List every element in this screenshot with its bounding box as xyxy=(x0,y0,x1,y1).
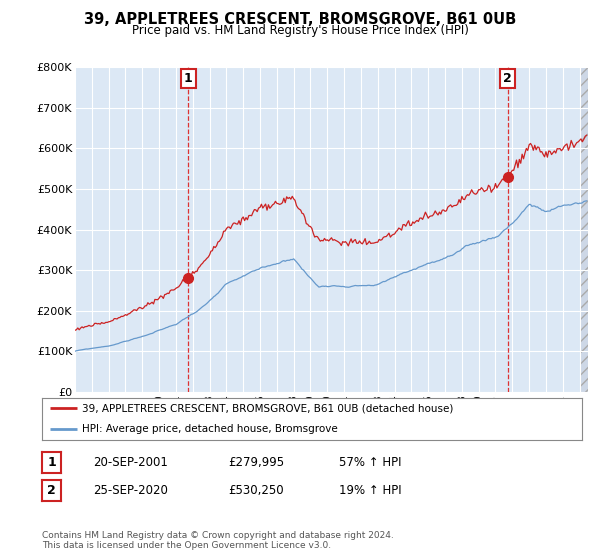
Text: £530,250: £530,250 xyxy=(228,484,284,497)
Bar xyxy=(580,67,588,392)
Text: Price paid vs. HM Land Registry's House Price Index (HPI): Price paid vs. HM Land Registry's House … xyxy=(131,24,469,37)
Text: 19% ↑ HPI: 19% ↑ HPI xyxy=(339,484,401,497)
Text: HPI: Average price, detached house, Bromsgrove: HPI: Average price, detached house, Brom… xyxy=(83,424,338,434)
Text: 39, APPLETREES CRESCENT, BROMSGROVE, B61 0UB (detached house): 39, APPLETREES CRESCENT, BROMSGROVE, B61… xyxy=(83,403,454,413)
Text: 2: 2 xyxy=(503,72,512,85)
Text: 25-SEP-2020: 25-SEP-2020 xyxy=(93,484,168,497)
Text: Contains HM Land Registry data © Crown copyright and database right 2024.
This d: Contains HM Land Registry data © Crown c… xyxy=(42,531,394,550)
Text: 39, APPLETREES CRESCENT, BROMSGROVE, B61 0UB: 39, APPLETREES CRESCENT, BROMSGROVE, B61… xyxy=(84,12,516,27)
Text: 1: 1 xyxy=(184,72,193,85)
Text: 57% ↑ HPI: 57% ↑ HPI xyxy=(339,456,401,469)
Bar xyxy=(580,67,588,392)
Text: 2: 2 xyxy=(47,484,56,497)
Text: £279,995: £279,995 xyxy=(228,456,284,469)
Text: 20-SEP-2001: 20-SEP-2001 xyxy=(93,456,168,469)
Text: 1: 1 xyxy=(47,456,56,469)
